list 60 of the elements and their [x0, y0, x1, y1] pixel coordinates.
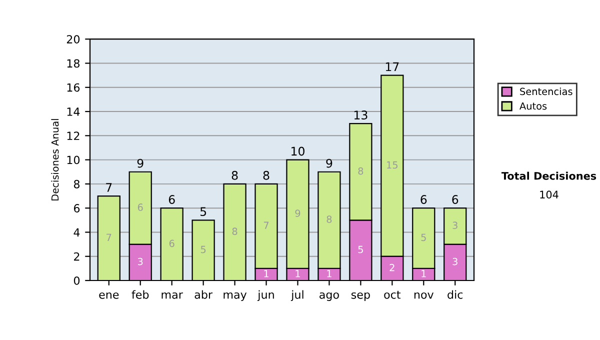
x-tick-label: ago: [320, 292, 339, 301]
total-label: 6: [168, 195, 175, 204]
data-label: 2: [390, 264, 394, 272]
x-tick-label: mar: [162, 292, 183, 299]
data-label: 1: [327, 270, 332, 278]
text: Total Decisiones: [501, 172, 596, 180]
total-label: 10: [292, 146, 304, 156]
x-tick-label: feb: [132, 290, 149, 299]
data-label: 7: [264, 222, 269, 229]
data-label: 8: [358, 167, 364, 175]
y-tick-label: 0: [74, 276, 80, 285]
y-tick-label: 18: [67, 59, 80, 68]
y-tick-label: 4: [74, 228, 80, 236]
data-label: 3: [452, 222, 458, 230]
x-tick-label: oct: [384, 290, 401, 299]
y-tick-label: 16: [67, 83, 80, 92]
x-tick-label: jun: [257, 290, 274, 301]
data-label: 5: [358, 246, 363, 254]
text: 104: [540, 190, 558, 199]
total-label: 17: [386, 62, 399, 72]
total-label: 9: [326, 158, 332, 168]
y-tick-label: 2: [74, 252, 80, 261]
total-label: 6: [452, 195, 458, 204]
x-tick-label: may: [224, 292, 247, 301]
y-tick-label: 12: [67, 132, 80, 140]
total-label: 8: [232, 170, 238, 180]
x-tick-label: abr: [194, 290, 213, 299]
legend-label: Sentencias: [520, 88, 572, 96]
y-tick-label: 20: [66, 35, 80, 44]
total-label: 6: [420, 195, 427, 204]
total-label: 8: [263, 170, 270, 180]
total-label: 5: [200, 207, 206, 216]
data-label: 5: [200, 246, 206, 254]
data-label: 8: [326, 216, 332, 223]
data-label: 6: [169, 240, 174, 248]
x-tick-label: sep: [351, 292, 370, 301]
data-label: 5: [421, 234, 426, 242]
data-label: 7: [106, 234, 112, 241]
x-tick-label: ene: [99, 292, 119, 299]
y-tick-label: 8: [74, 180, 80, 188]
total-label: 13: [354, 110, 368, 120]
x-tick-label: jul: [290, 290, 304, 301]
data-label: 1: [422, 270, 426, 278]
x-tick-label: dic: [448, 290, 463, 299]
data-label: 8: [232, 228, 238, 236]
y-tick-label: 14: [67, 108, 80, 116]
data-label: 3: [138, 258, 143, 266]
data-label: 6: [138, 204, 143, 211]
y-axis-title: Decisiones Anual: [51, 119, 59, 200]
data-label: 15: [387, 161, 398, 169]
data-label: 1: [264, 270, 268, 278]
y-tick-label: 6: [74, 204, 80, 212]
legend-label: Autos: [520, 102, 547, 110]
total-label: 9: [137, 158, 144, 168]
x-tick-label: nov: [414, 292, 434, 299]
data-label: 9: [295, 210, 300, 217]
total-label: 7: [106, 183, 112, 192]
data-label: 1: [296, 270, 300, 278]
data-label: 3: [452, 258, 458, 266]
y-tick-label: 10: [67, 156, 80, 164]
